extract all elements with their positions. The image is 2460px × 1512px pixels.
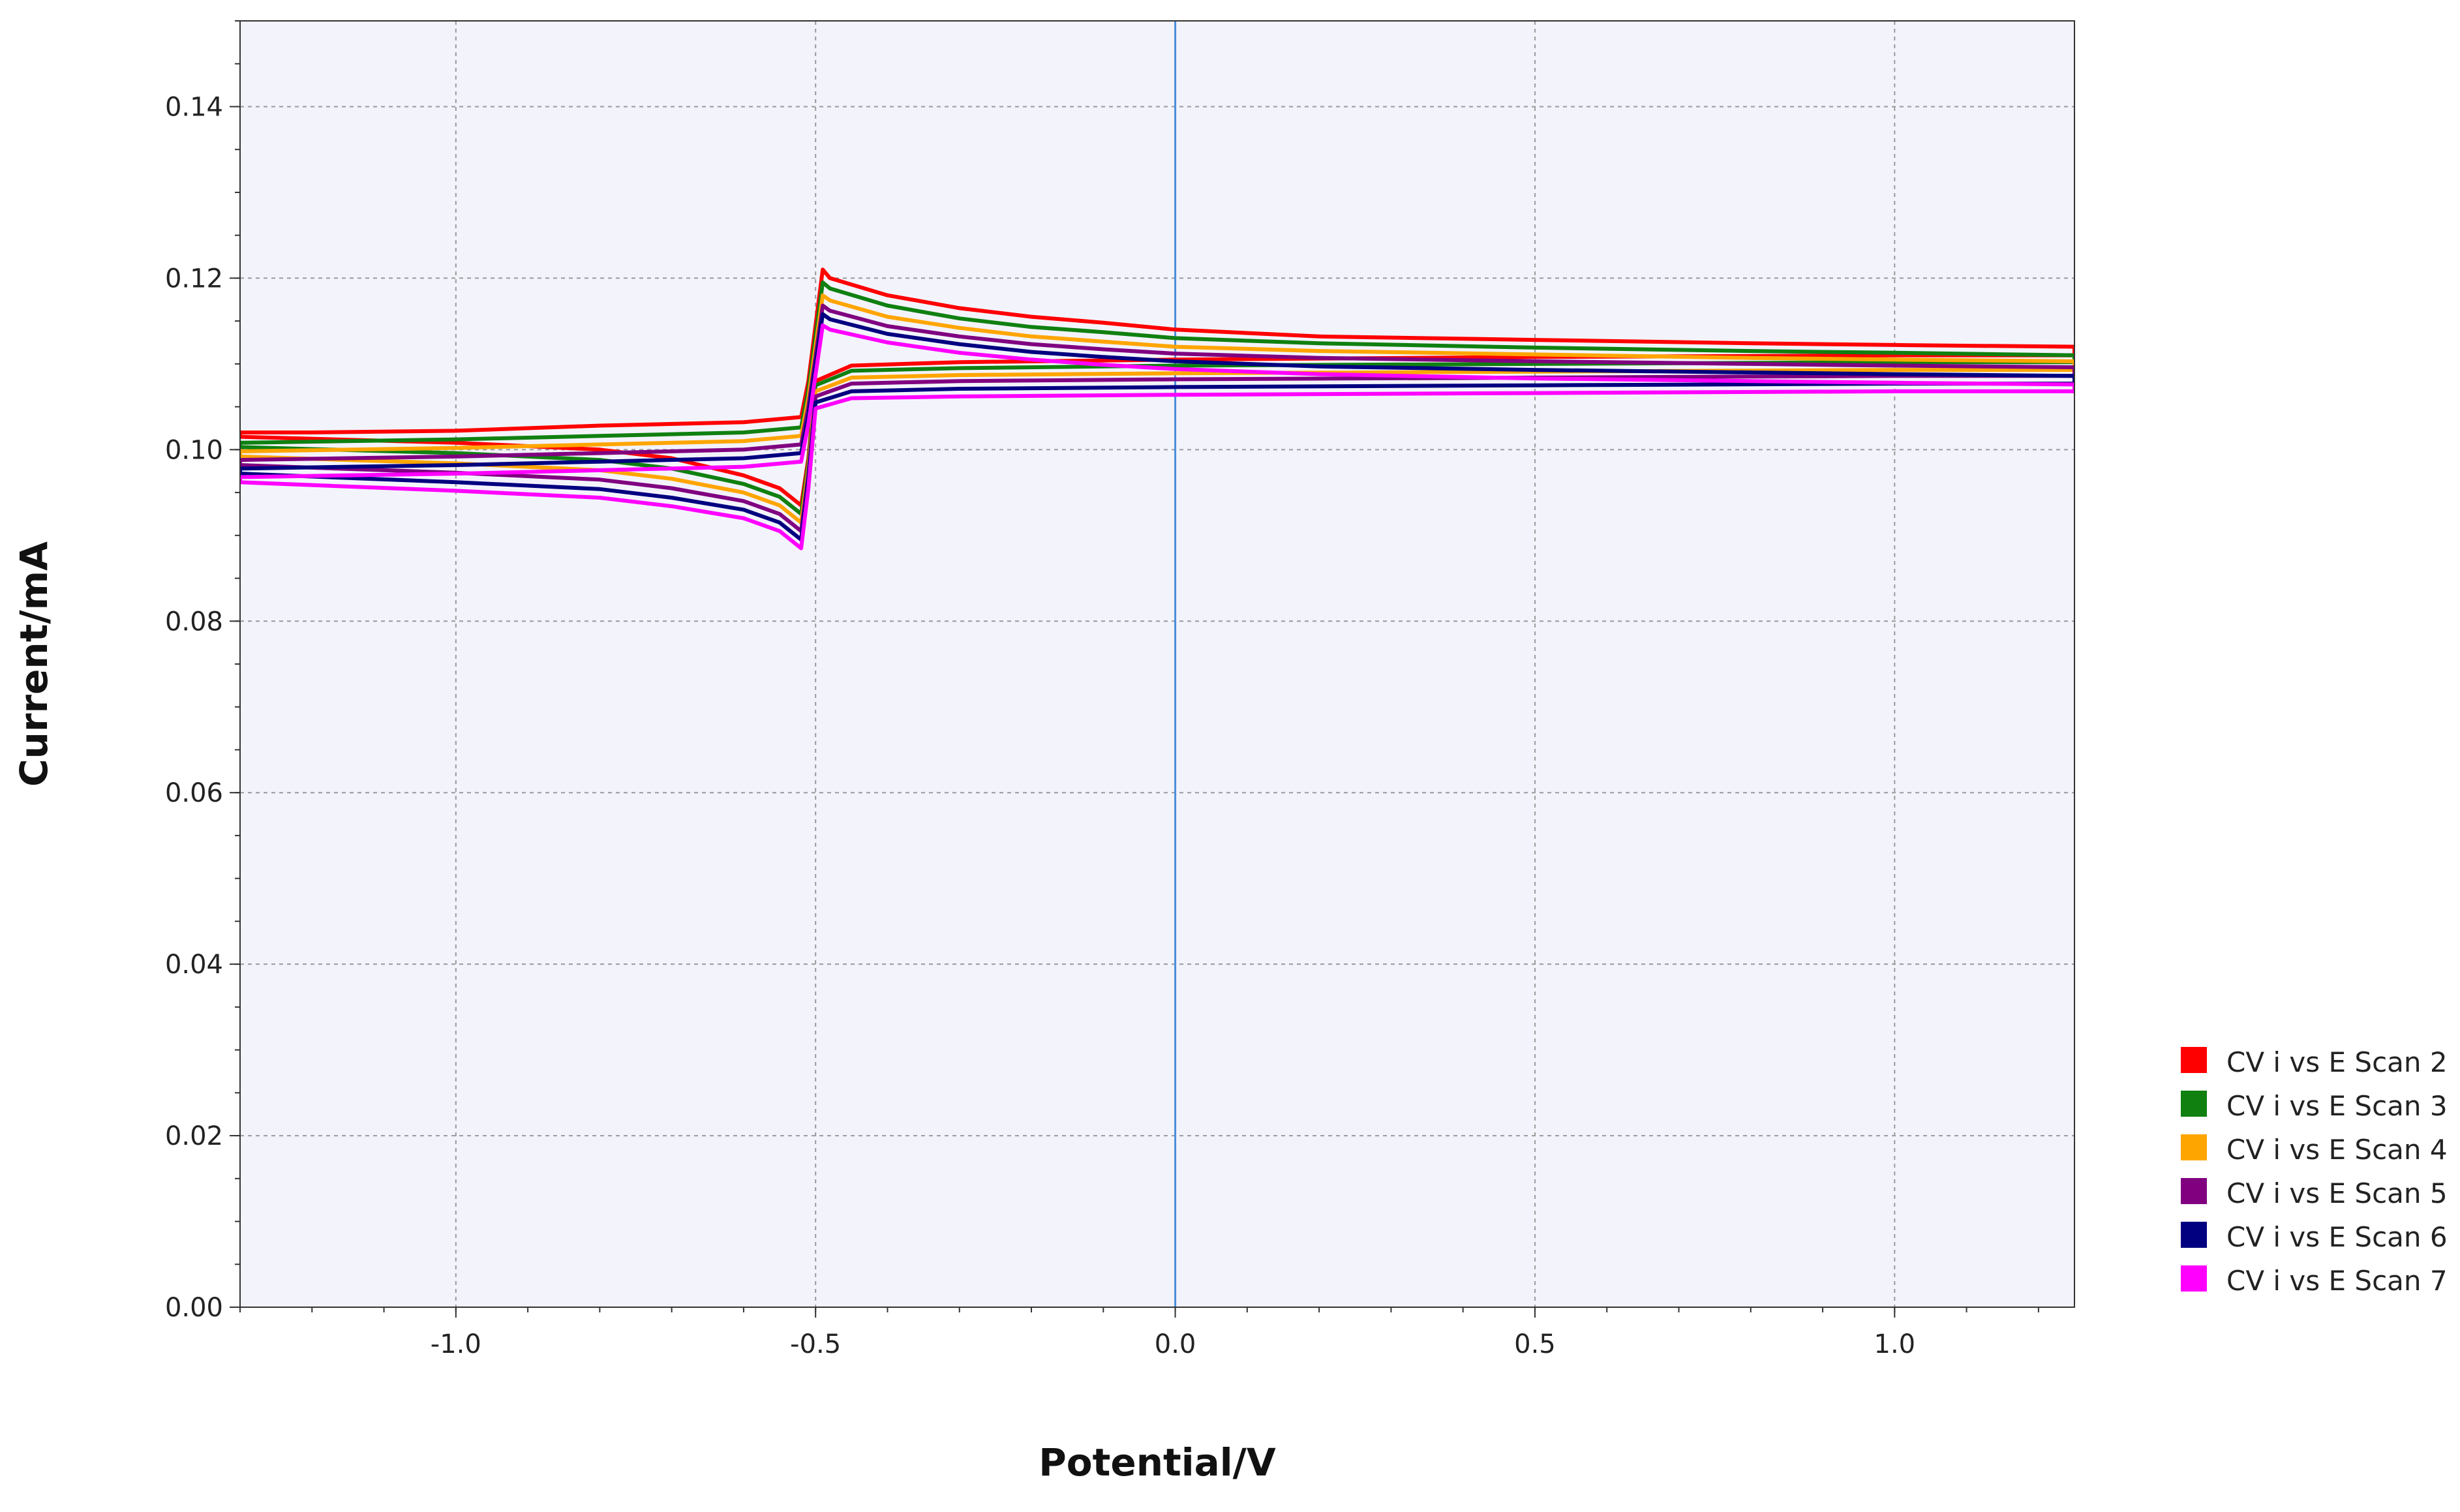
legend-label: CV i vs E Scan 7 [2226,1265,2448,1297]
gridlines [240,21,2074,1307]
series-lines [240,267,2074,551]
y-tick-label: 0.00 [165,1293,223,1323]
y-tick-label: 0.06 [165,778,223,808]
legend-swatch [2181,1222,2207,1248]
x-tick-label: -0.5 [790,1329,841,1359]
x-tick-label: 0.5 [1514,1329,1556,1359]
x-axis-title: Potential/V [1039,1440,1276,1485]
tick-labels: 0.00 0.02 0.04 0.06 0.08 0.10 0.12 0.14 -1.0 -0.5… [165,92,1915,1359]
y-tick-label: 0.10 [165,435,223,465]
axis-ticks [230,20,2039,1318]
x-tick-label: 1.0 [1874,1329,1916,1359]
y-tick-label: 0.14 [165,92,223,122]
y-tick-label: 0.08 [165,607,223,637]
legend-label: CV i vs E Scan 3 [2226,1090,2448,1122]
y-axis-title: Current/mA [12,541,56,787]
x-tick-label: 0.0 [1155,1329,1196,1359]
legend: CV i vs E Scan 2 CV i vs E Scan 3 CV i vs … [2181,1046,2448,1297]
legend-swatch [2181,1091,2207,1117]
y-tick-label: 0.04 [165,950,223,980]
series-line-scan-7 [240,323,2074,551]
legend-swatch [2181,1134,2207,1160]
legend-swatch [2181,1265,2207,1292]
legend-swatch [2181,1047,2207,1073]
y-tick-label: 0.02 [165,1121,223,1151]
legend-label: CV i vs E Scan 6 [2226,1221,2448,1253]
y-tick-label: 0.12 [165,264,223,294]
plot-area [240,21,2074,1307]
x-tick-label: -1.0 [431,1329,481,1359]
legend-swatch [2181,1178,2207,1204]
legend-label: CV i vs E Scan 5 [2226,1177,2448,1209]
legend-label: CV i vs E Scan 2 [2226,1046,2448,1078]
legend-label: CV i vs E Scan 4 [2226,1134,2448,1166]
